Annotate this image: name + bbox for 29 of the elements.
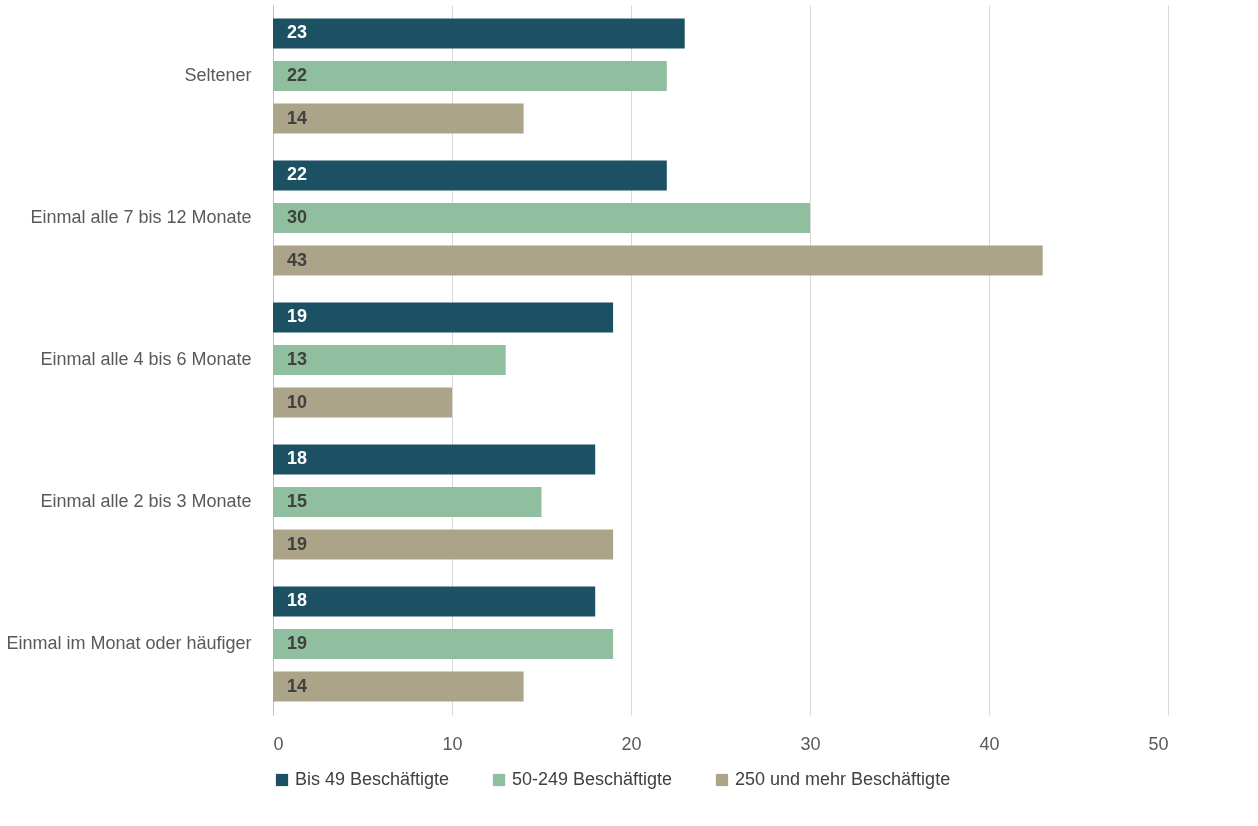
y-tick-label: Seltener — [184, 65, 252, 85]
x-tick-label: 10 — [442, 733, 463, 754]
legend-label: Bis 49 Beschäftigte — [295, 769, 450, 789]
data-label: 14 — [287, 675, 308, 696]
data-label: 14 — [287, 107, 308, 128]
data-label: 19 — [287, 306, 308, 327]
legend-label: 50-249 Beschäftigte — [512, 769, 673, 789]
x-tick-label: 0 — [273, 733, 284, 754]
data-label: 30 — [287, 207, 308, 227]
y-tick-label: Einmal alle 2 bis 3 Monate — [40, 491, 252, 511]
y-tick-label: Einmal alle 4 bis 6 Monate — [40, 349, 252, 369]
y-tick-label: Einmal im Monat oder häufiger — [6, 633, 252, 653]
data-label: 19 — [287, 633, 308, 653]
x-tick-label: 50 — [1148, 733, 1169, 754]
data-label: 23 — [287, 22, 308, 43]
data-label: 22 — [287, 65, 308, 85]
x-tick-label: 30 — [800, 733, 821, 754]
x-tick-label: 40 — [979, 733, 1000, 754]
data-label: 43 — [287, 249, 308, 270]
data-label: 13 — [287, 349, 308, 369]
data-label: 19 — [287, 533, 308, 554]
data-label: 18 — [287, 590, 308, 611]
x-tick-label: 20 — [621, 733, 642, 754]
data-label: 10 — [287, 391, 308, 412]
data-label: 22 — [287, 164, 308, 185]
legend-label: 250 und mehr Beschäftigte — [735, 769, 951, 789]
data-label: 15 — [287, 491, 308, 511]
data-label: 18 — [287, 448, 308, 469]
y-tick-label: Einmal alle 7 bis 12 Monate — [30, 207, 252, 227]
